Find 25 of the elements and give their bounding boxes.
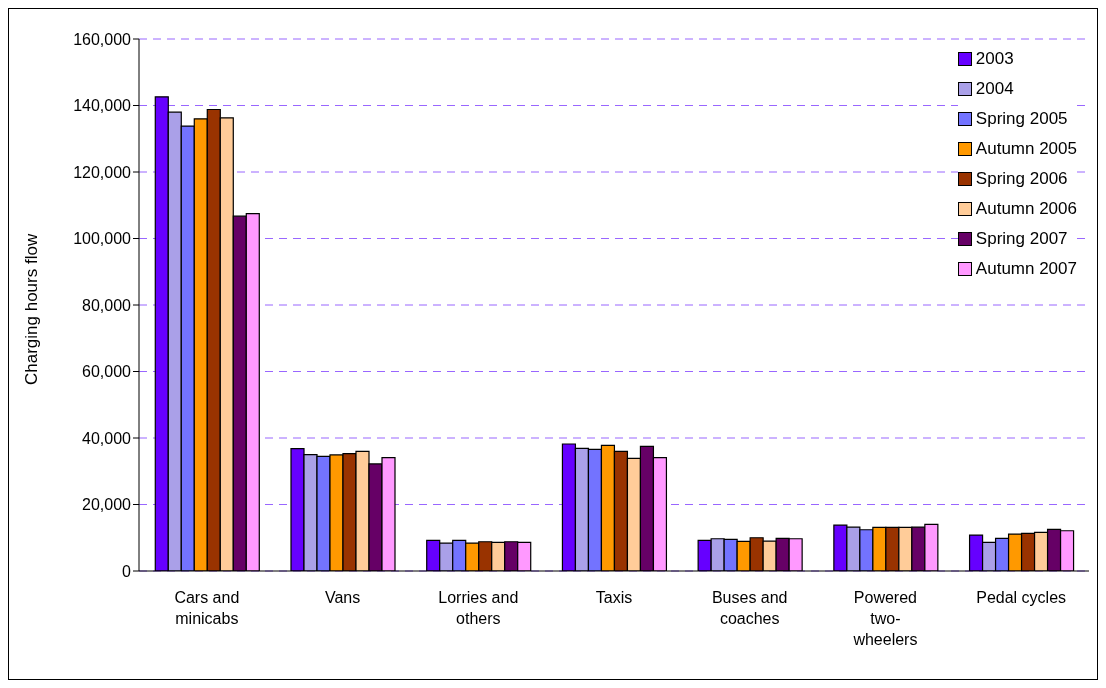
legend-label: 2003 bbox=[975, 49, 1014, 69]
legend-label: Autumn 2007 bbox=[975, 259, 1077, 279]
y-tick-label: 20,000 bbox=[82, 496, 132, 514]
legend-label: Autumn 2006 bbox=[975, 199, 1077, 219]
y-tick-label: 40,000 bbox=[82, 429, 132, 447]
y-tick-label: 100,000 bbox=[73, 230, 132, 248]
x-tick-label: Pedal cycles bbox=[976, 589, 1067, 606]
y-tick-label: 80,000 bbox=[82, 296, 132, 314]
x-tick-label: Cars and minicabs bbox=[174, 589, 240, 627]
y-tick-label: 60,000 bbox=[82, 363, 132, 381]
x-tick-label: Lorries and others bbox=[438, 589, 519, 627]
x-tick-label: Powered two-wheelers bbox=[852, 589, 918, 648]
y-tick-label: 140,000 bbox=[73, 97, 132, 115]
x-tick-label: Vans bbox=[324, 589, 361, 606]
legend-label: Spring 2007 bbox=[975, 229, 1068, 249]
x-tick-label: Taxis bbox=[595, 589, 633, 606]
y-tick-label: 0 bbox=[122, 562, 132, 580]
legend-label: Autumn 2005 bbox=[975, 139, 1077, 159]
legend-label: Spring 2005 bbox=[975, 109, 1068, 129]
legend-label: 2004 bbox=[975, 79, 1014, 99]
y-tick-label: 120,000 bbox=[73, 163, 132, 181]
y-tick-label: 160,000 bbox=[73, 30, 132, 48]
legend-label: Spring 2006 bbox=[975, 169, 1068, 189]
x-tick-label: Buses and coaches bbox=[711, 589, 788, 627]
y-axis-title: Charging hours flow bbox=[22, 233, 42, 385]
